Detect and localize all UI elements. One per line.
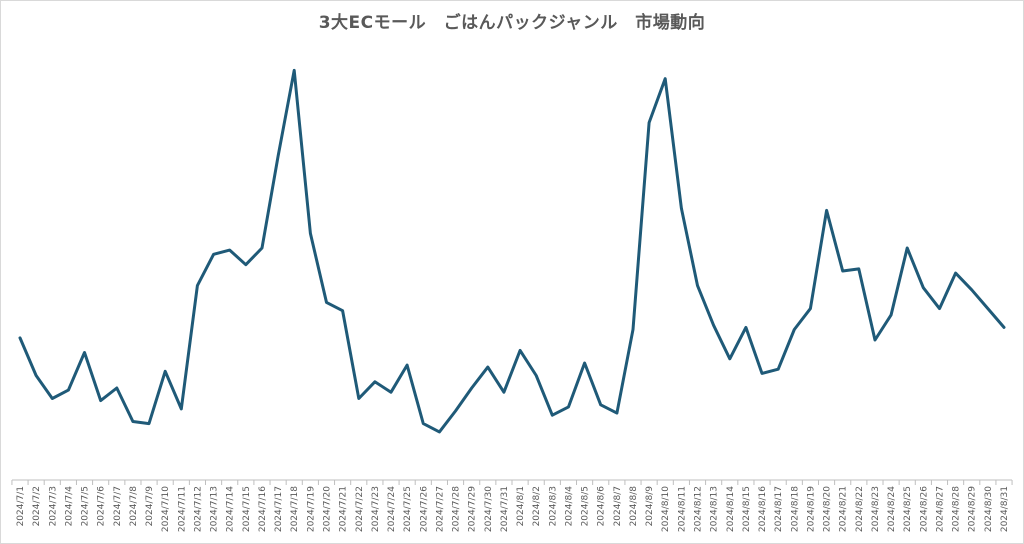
x-tick-label: 2024/8/2 — [532, 486, 542, 526]
x-tick-label: 2024/7/30 — [484, 486, 494, 532]
x-tick-label: 2024/8/12 — [694, 486, 704, 532]
x-tick-label: 2024/8/4 — [564, 486, 574, 527]
x-tick-label: 2024/8/9 — [645, 486, 655, 527]
x-tick-label: 2024/7/15 — [242, 486, 252, 532]
x-tick-label: 2024/7/7 — [113, 486, 123, 526]
x-tick-label: 2024/8/20 — [823, 486, 833, 532]
x-tick-label: 2024/7/2 — [32, 486, 42, 526]
x-tick-label: 2024/7/9 — [145, 486, 155, 527]
x-tick-label: 2024/7/21 — [339, 486, 349, 532]
x-tick-label: 2024/8/3 — [548, 486, 558, 526]
x-tick-label: 2024/7/22 — [355, 486, 365, 532]
x-tick-label: 2024/8/17 — [774, 486, 784, 532]
x-tick-label: 2024/8/23 — [871, 486, 881, 532]
x-tick-label: 2024/8/24 — [887, 486, 897, 532]
x-tick-label: 2024/7/4 — [64, 486, 74, 527]
x-tick-label: 2024/7/17 — [274, 486, 284, 532]
x-tick-label: 2024/8/26 — [919, 486, 929, 532]
x-tick-label: 2024/8/29 — [968, 486, 978, 532]
x-tick-label: 2024/8/1 — [516, 486, 526, 526]
x-tick-label: 2024/8/22 — [855, 486, 865, 532]
x-tick-label: 2024/7/16 — [258, 486, 268, 532]
x-tick-label: 2024/7/26 — [419, 486, 429, 532]
x-tick-label: 2024/7/3 — [48, 486, 58, 526]
x-tick-label: 2024/7/12 — [193, 486, 203, 532]
x-tick-label: 2024/7/5 — [81, 486, 91, 526]
x-tick-label: 2024/7/1 — [16, 486, 26, 526]
x-tick-label: 2024/8/10 — [661, 486, 671, 532]
x-tick-label: 2024/7/20 — [322, 486, 332, 532]
chart-title: 3大ECモール ごはんパックジャンル 市場動向 — [318, 13, 706, 33]
x-axis-tick-labels: 2024/7/1 2024/7/2 2024/7/3 2024/7/4 2024/7/5… — [16, 486, 1010, 532]
x-tick-label: 2024/7/24 — [387, 486, 397, 532]
x-tick-label: 2024/8/13 — [710, 486, 720, 532]
x-tick-label: 2024/8/8 — [629, 486, 639, 527]
x-tick-label: 2024/8/6 — [597, 486, 607, 527]
x-tick-label: 2024/8/27 — [935, 486, 945, 532]
x-tick-label: 2024/8/21 — [839, 486, 849, 532]
x-tick-label: 2024/8/18 — [790, 486, 800, 532]
x-tick-label: 2024/8/30 — [984, 486, 994, 532]
x-tick-label: 2024/8/28 — [952, 486, 962, 532]
x-tick-label: 2024/7/19 — [306, 486, 316, 532]
x-tick-label: 2024/7/10 — [161, 486, 171, 532]
x-tick-label: 2024/7/6 — [97, 486, 107, 527]
x-tick-label: 2024/8/15 — [742, 486, 752, 532]
x-tick-label: 2024/7/27 — [435, 486, 445, 532]
x-tick-label: 2024/7/18 — [290, 486, 300, 532]
x-tick-label: 2024/8/31 — [1000, 486, 1010, 532]
x-tick-label: 2024/8/16 — [758, 486, 768, 532]
x-tick-label: 2024/8/25 — [903, 486, 913, 532]
x-tick-label: 2024/8/19 — [806, 486, 816, 532]
x-tick-label: 2024/7/8 — [129, 486, 139, 527]
x-tick-label: 2024/7/31 — [500, 486, 510, 532]
x-tick-label: 2024/7/11 — [177, 486, 187, 532]
x-tick-label: 2024/7/25 — [403, 486, 413, 532]
x-tick-label: 2024/8/11 — [677, 486, 687, 532]
x-tick-label: 2024/8/5 — [581, 486, 591, 526]
x-tick-label: 2024/7/14 — [226, 486, 236, 532]
x-tick-label: 2024/8/14 — [726, 486, 736, 532]
x-tick-label: 2024/7/23 — [371, 486, 381, 532]
x-tick-label: 2024/8/7 — [613, 486, 623, 526]
x-tick-label: 2024/7/29 — [468, 486, 478, 532]
x-tick-label: 2024/7/13 — [210, 486, 220, 532]
series-line — [18, 68, 1006, 434]
x-tick-label: 2024/7/28 — [452, 486, 462, 532]
x-axis-ticks — [11, 480, 1013, 485]
